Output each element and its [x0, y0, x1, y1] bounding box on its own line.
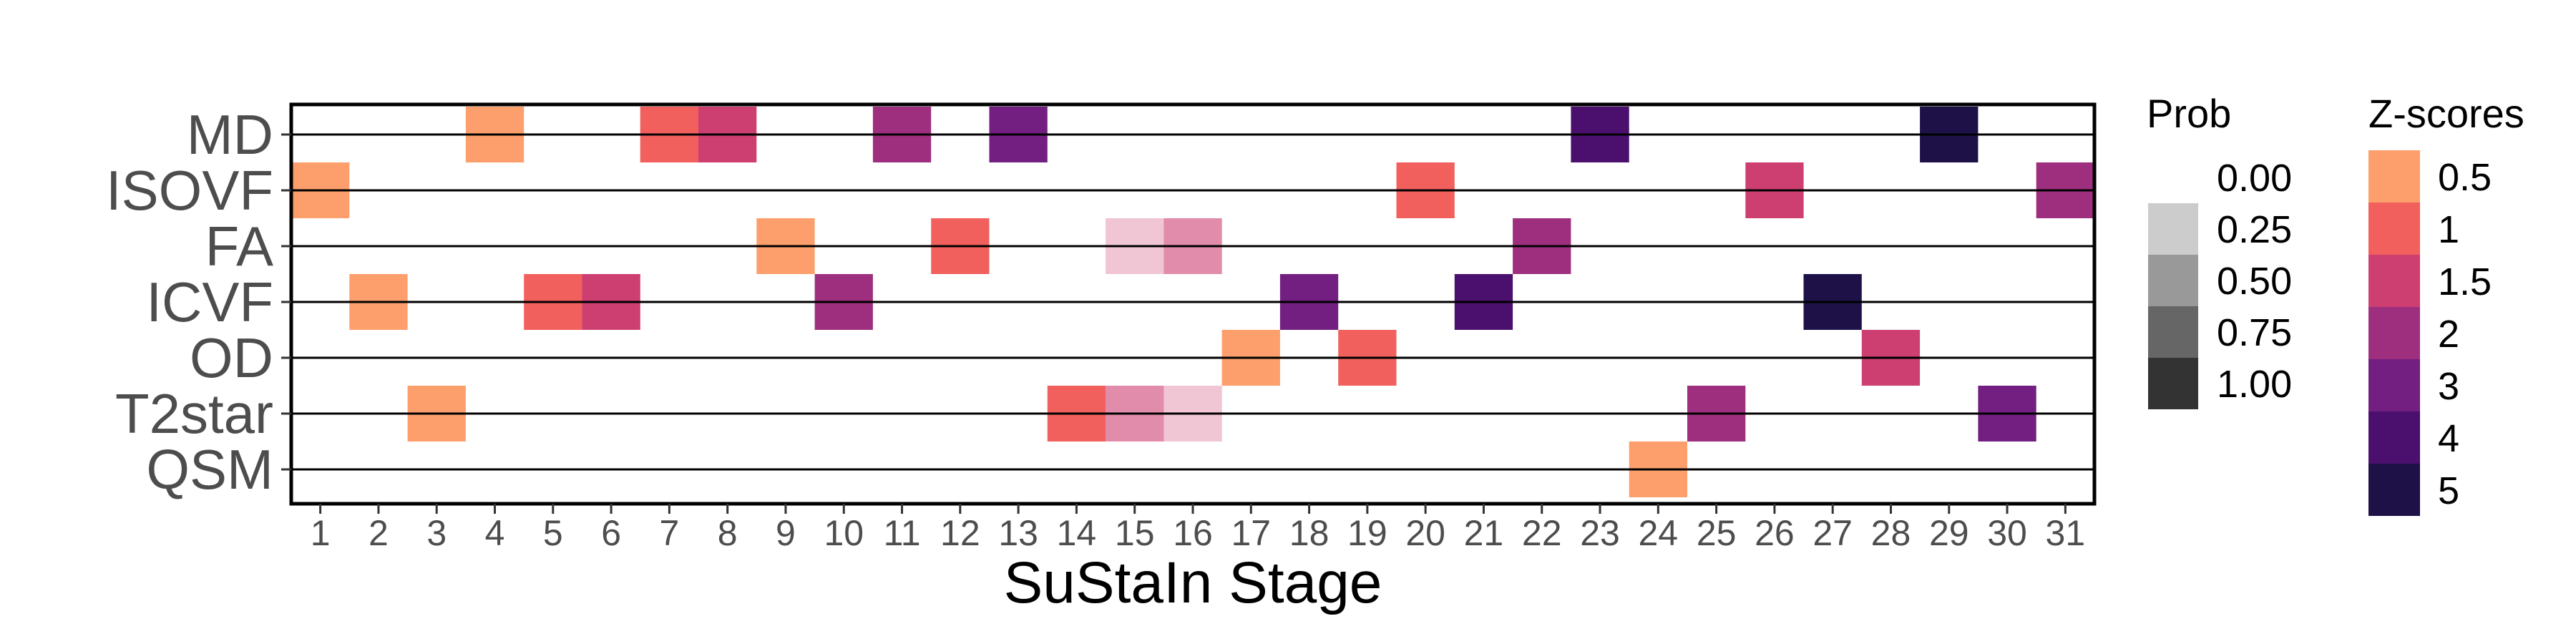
prob-legend-label: 0.75: [2217, 311, 2292, 354]
z-legend-label: 1.5: [2438, 260, 2492, 303]
x-tick-label: 29: [1929, 513, 1969, 553]
x-tick-label: 28: [1871, 513, 1911, 553]
category-gridlines: [291, 133, 2094, 471]
x-tick-label: 19: [1347, 513, 1387, 553]
prob-legend-key: [2148, 306, 2198, 358]
x-tick-label: 18: [1289, 513, 1330, 553]
x-tick-label: 7: [659, 513, 679, 553]
x-tick-label: 20: [1405, 513, 1445, 553]
y-tick-label: T2star: [115, 382, 273, 445]
prob-legend-key: [2148, 203, 2198, 255]
z-legend-label: 1: [2438, 208, 2459, 251]
x-tick-label: 12: [940, 513, 980, 553]
y-tick-label: FA: [205, 215, 273, 278]
x-tick-label: 11: [884, 513, 921, 553]
z-legend-key: [2368, 150, 2420, 203]
prob-legend-label: 1.00: [2217, 363, 2292, 406]
y-tick-label: ICVF: [146, 270, 273, 333]
x-tick-label: 4: [485, 513, 505, 553]
z-legend-label: 4: [2438, 417, 2459, 460]
y-tick-label: MD: [187, 103, 273, 166]
x-tick-label: 2: [369, 513, 389, 553]
z-legend-label: 0.5: [2438, 156, 2492, 199]
x-tick-label: 15: [1115, 513, 1155, 553]
x-tick-label: 30: [1987, 513, 2027, 553]
z-legend-title: Z-scores: [2368, 91, 2524, 136]
z-legend-label: 5: [2438, 469, 2459, 512]
x-tick-label: 13: [998, 513, 1038, 553]
z-legend-label: 3: [2438, 365, 2459, 408]
x-axis-title: SuStaIn Stage: [1004, 550, 1382, 615]
prob-legend-title: Prob: [2147, 91, 2231, 136]
prob-legend-label: 0.00: [2217, 157, 2292, 200]
z-legend-key: [2368, 359, 2420, 411]
z-legend-label: 2: [2438, 313, 2459, 356]
z-legend-key: [2368, 203, 2420, 255]
x-tick-label: 17: [1231, 513, 1271, 553]
y-tick-label: QSM: [146, 438, 273, 501]
z-scores-legend: Z-scores 0.5 1 1.5 2 3 4 5: [2368, 91, 2524, 516]
x-tick-label: 24: [1639, 513, 1679, 553]
x-tick-label: 21: [1464, 513, 1504, 553]
prob-legend-label: 0.25: [2217, 208, 2292, 251]
x-tick-label: 8: [718, 513, 738, 553]
y-tick-label: ISOVF: [106, 159, 273, 222]
z-legend-key: [2368, 464, 2420, 516]
x-tick-label: 6: [601, 513, 621, 553]
z-legend-key: [2368, 307, 2420, 359]
x-tick-label: 3: [426, 513, 447, 553]
x-tick-label: 31: [2046, 513, 2086, 553]
prob-legend-key: [2148, 152, 2198, 203]
z-legend-key: [2368, 255, 2420, 307]
x-tick-label: 27: [1813, 513, 1853, 553]
z-legend-key: [2368, 411, 2420, 464]
x-tick-label: 10: [824, 513, 864, 553]
x-tick-label: 16: [1173, 513, 1213, 553]
x-tick-label: 26: [1755, 513, 1795, 553]
prob-legend: Prob 0.00 0.25 0.50 0.75 1.00: [2147, 91, 2292, 409]
x-tick-label: 5: [543, 513, 563, 553]
x-tick-label: 25: [1697, 513, 1737, 553]
x-tick-label: 14: [1057, 513, 1097, 553]
x-tick-label: 9: [776, 513, 796, 553]
x-tick-label: 23: [1580, 513, 1620, 553]
x-axis-tick-labels: 1 2 3 4 5 6 7 8 9 10 11 12 13 14 15 16 17 18 19 20 21 22 23 24 2…: [311, 504, 2085, 553]
prob-legend-key: [2148, 358, 2198, 409]
y-tick-label: OD: [190, 326, 273, 389]
prob-legend-label: 0.50: [2217, 260, 2292, 303]
x-tick-label: 1: [311, 513, 331, 553]
prob-legend-key: [2148, 255, 2198, 306]
x-tick-label: 22: [1522, 513, 1562, 553]
